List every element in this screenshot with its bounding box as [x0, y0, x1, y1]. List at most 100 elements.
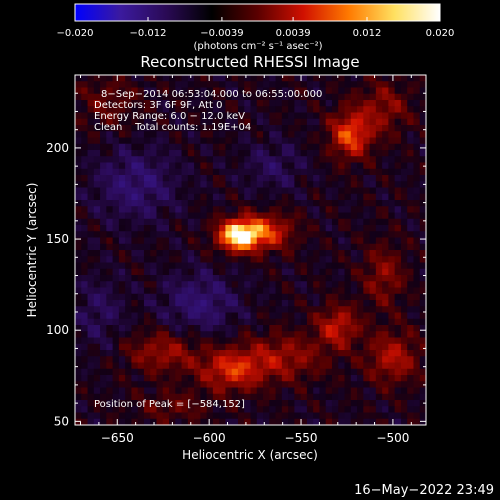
heatmap-cell — [382, 393, 389, 401]
heatmap-cell — [156, 112, 164, 120]
heatmap-cell — [75, 381, 82, 389]
heatmap-cell — [294, 212, 302, 220]
heatmap-cell — [369, 268, 377, 276]
heatmap-cell — [219, 275, 227, 282]
heatmap-cell — [150, 243, 158, 251]
heatmap-cell — [369, 250, 377, 257]
heatmap-cell — [363, 293, 371, 301]
heatmap-cell — [300, 387, 308, 395]
heatmap-cell — [206, 350, 214, 357]
heatmap-cell — [162, 362, 170, 370]
heatmap-cell — [288, 225, 295, 232]
heatmap-cell — [143, 212, 151, 220]
heatmap-cell — [288, 331, 295, 339]
heatmap-cell — [231, 381, 239, 389]
heatmap-cell — [194, 162, 201, 170]
heatmap-cell — [137, 206, 145, 214]
heatmap-cell — [125, 300, 133, 307]
heatmap-cell — [419, 131, 426, 139]
heatmap-cell — [306, 100, 314, 107]
heatmap-cell — [169, 331, 176, 339]
heatmap-cell — [350, 406, 358, 414]
heatmap-cell — [137, 287, 145, 295]
heatmap-cell — [357, 350, 364, 357]
heatmap-cell — [225, 281, 233, 289]
heatmap-cell — [231, 300, 239, 307]
heatmap-cell — [175, 275, 183, 282]
heatmap-cell — [256, 200, 264, 207]
heatmap-cell — [363, 331, 371, 339]
heatmap-cell — [288, 337, 295, 345]
heatmap-cell — [112, 306, 120, 314]
heatmap-cell — [269, 237, 277, 245]
heatmap-cell — [150, 231, 158, 239]
heatmap-cell — [244, 356, 252, 364]
heatmap-cell — [419, 375, 426, 382]
heatmap-cell — [118, 231, 126, 239]
heatmap-cell — [357, 118, 364, 126]
heatmap-cell — [256, 337, 264, 345]
heatmap-cell — [206, 281, 214, 289]
heatmap-cell — [244, 237, 252, 245]
heatmap-cell — [100, 168, 107, 176]
heatmap-cell — [269, 318, 277, 326]
heatmap-cell — [313, 225, 321, 232]
heatmap-cell — [206, 181, 214, 189]
heatmap-cell — [306, 356, 314, 364]
heatmap-cell — [194, 418, 201, 425]
heatmap-cell — [200, 150, 208, 157]
heatmap-cell — [219, 243, 227, 251]
heatmap-cell — [237, 362, 245, 370]
heatmap-cell — [388, 418, 396, 425]
heatmap-cell — [87, 375, 95, 382]
heatmap-cell — [288, 143, 295, 151]
heatmap-cell — [231, 256, 239, 264]
heatmap-cell — [419, 393, 426, 401]
heatmap-cell — [338, 212, 346, 220]
heatmap-cell — [388, 125, 396, 132]
heatmap-cell — [237, 181, 245, 189]
heatmap-cell — [400, 343, 408, 351]
heatmap-cell — [288, 400, 295, 407]
heatmap-cell — [118, 93, 126, 101]
heatmap-cell — [87, 268, 95, 276]
heatmap-cell — [407, 275, 415, 282]
heatmap-cell — [375, 81, 383, 89]
heatmap-cell — [288, 262, 295, 270]
heatmap-cell — [244, 312, 252, 320]
heatmap-cell — [106, 393, 114, 401]
heatmap-cell — [338, 381, 346, 389]
heatmap-cell — [125, 381, 133, 389]
heatmap-cell — [331, 175, 339, 182]
heatmap-cell — [357, 362, 364, 370]
heatmap-cell — [363, 75, 371, 82]
heatmap-cell — [288, 87, 295, 95]
heatmap-cell — [281, 200, 289, 207]
heatmap-cell — [137, 218, 145, 226]
heatmap-cell — [87, 343, 95, 351]
heatmap-cell — [319, 343, 327, 351]
heatmap-cell — [407, 368, 415, 376]
heatmap-cell — [212, 106, 220, 114]
heatmap-cell — [75, 275, 82, 282]
heatmap-cell — [369, 162, 377, 170]
heatmap-cell — [275, 131, 283, 139]
heatmap-cell — [125, 162, 133, 170]
heatmap-cell — [269, 256, 277, 264]
heatmap-cell — [169, 275, 176, 282]
heatmap-cell — [125, 143, 133, 151]
heatmap-cell — [212, 150, 220, 157]
heatmap-cell — [212, 412, 220, 420]
heatmap-cell — [200, 137, 208, 145]
heatmap-cell — [175, 131, 183, 139]
heatmap-cell — [338, 206, 346, 214]
heatmap-cell — [219, 362, 227, 370]
heatmap-cell — [143, 368, 151, 376]
heatmap-cell — [150, 293, 158, 301]
heatmap-cell — [75, 212, 82, 220]
heatmap-cell — [150, 362, 158, 370]
heatmap-cell — [212, 343, 220, 351]
heatmap-cell — [137, 375, 145, 382]
heatmap-cell — [413, 318, 421, 326]
heatmap-cell — [112, 318, 120, 326]
